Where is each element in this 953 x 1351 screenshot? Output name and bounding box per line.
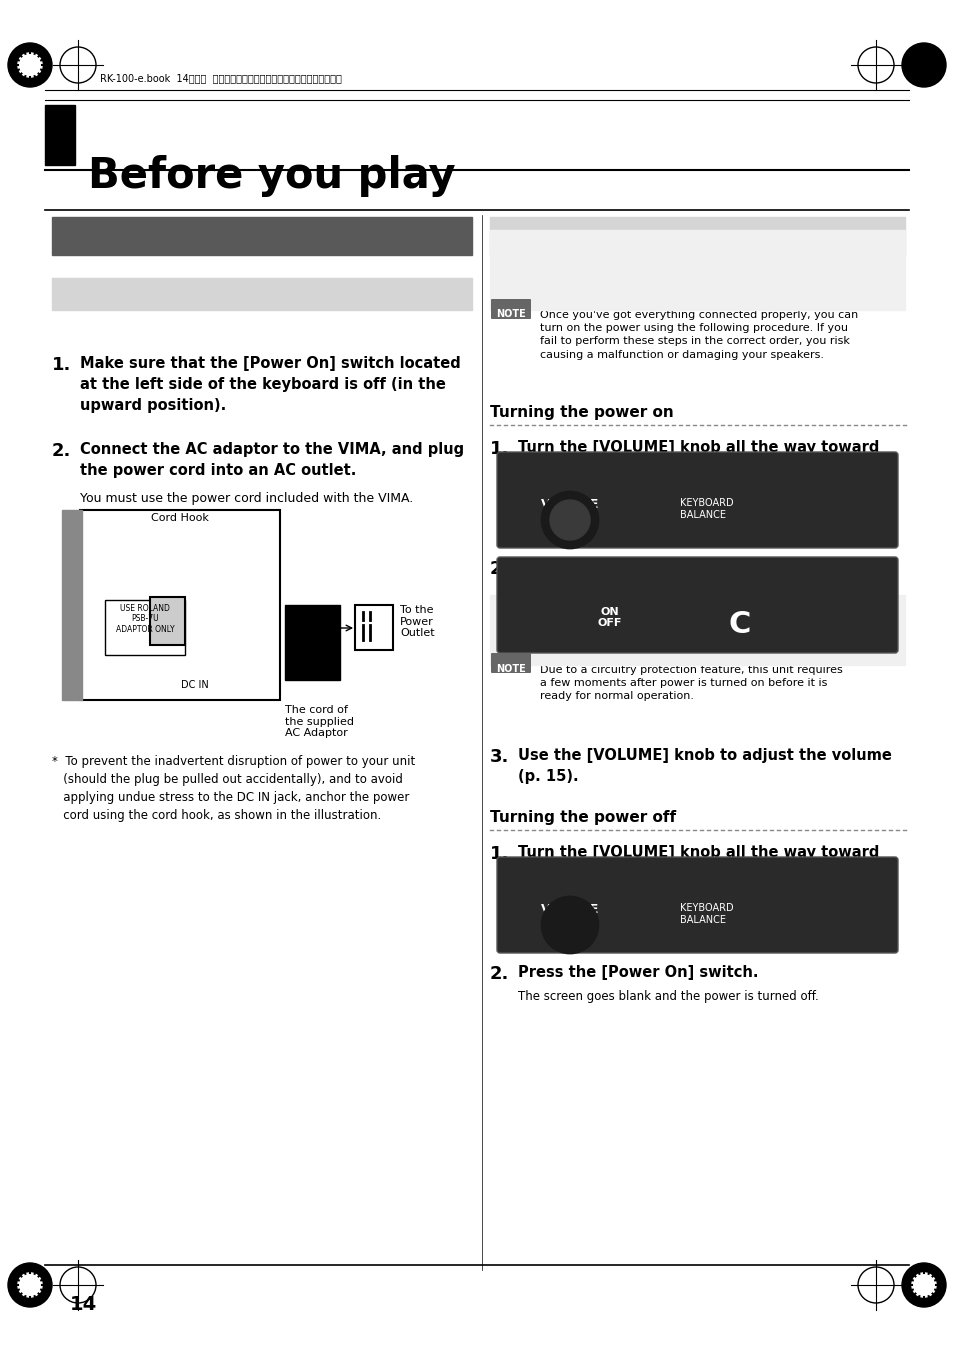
Text: Turn the [VOLUME] knob all the way toward
the left to minimize the volume.: Turn the [VOLUME] knob all the way towar… xyxy=(517,844,879,881)
Bar xyxy=(80,509,280,700)
Text: Before you play: Before you play xyxy=(88,155,456,197)
Text: Connect the AC adaptor to the VIMA, and plug
the power cord into an AC outlet.: Connect the AC adaptor to the VIMA, and … xyxy=(80,442,464,478)
Text: ON: ON xyxy=(600,607,618,617)
Bar xyxy=(355,605,393,650)
Text: USE ROLAND
PSB-7U
ADAPTOR ONLY: USE ROLAND PSB-7U ADAPTOR ONLY xyxy=(115,604,174,634)
Text: *  To prevent the inadvertent disruption of power to your unit
   (should the pl: * To prevent the inadvertent disruption … xyxy=(52,755,415,821)
FancyBboxPatch shape xyxy=(491,653,531,673)
Text: 1.: 1. xyxy=(490,844,509,863)
Circle shape xyxy=(18,53,42,77)
FancyBboxPatch shape xyxy=(497,453,897,549)
Text: 2.: 2. xyxy=(52,442,71,459)
Bar xyxy=(52,218,472,255)
Text: 3.: 3. xyxy=(490,748,509,766)
Text: Due to a circuitry protection feature, this unit requires
a few moments after po: Due to a circuitry protection feature, t… xyxy=(539,665,841,701)
FancyBboxPatch shape xyxy=(497,557,897,653)
Bar xyxy=(490,594,904,665)
Text: 2.: 2. xyxy=(490,965,509,984)
Text: Turning the power off: Turning the power off xyxy=(490,811,676,825)
Circle shape xyxy=(541,492,598,549)
Text: 1.: 1. xyxy=(490,440,509,458)
Text: C: C xyxy=(728,611,750,639)
Circle shape xyxy=(8,1263,52,1306)
Text: VOLUME: VOLUME xyxy=(540,902,598,916)
Text: Press the [Power On] switch.: Press the [Power On] switch. xyxy=(517,561,758,576)
Text: NOTE: NOTE xyxy=(496,663,525,674)
Circle shape xyxy=(911,1273,935,1297)
Circle shape xyxy=(8,43,52,86)
Text: KEYBOARD
BALANCE: KEYBOARD BALANCE xyxy=(679,499,733,520)
Bar xyxy=(490,218,904,255)
Circle shape xyxy=(18,1273,42,1297)
FancyBboxPatch shape xyxy=(497,857,897,952)
Text: Make sure that the [Power On] switch located
at the left side of the keyboard is: Make sure that the [Power On] switch loc… xyxy=(80,357,460,413)
Bar xyxy=(105,600,185,655)
Text: Use the [VOLUME] knob to adjust the volume
(p. 15).: Use the [VOLUME] knob to adjust the volu… xyxy=(517,748,891,784)
Text: To the
Power
Outlet: To the Power Outlet xyxy=(399,605,435,638)
Text: 14: 14 xyxy=(70,1296,97,1315)
Circle shape xyxy=(901,1263,945,1306)
Text: The cord of
the supplied
AC Adaptor: The cord of the supplied AC Adaptor xyxy=(285,705,354,738)
Text: You must use the power cord included with the VIMA.: You must use the power cord included wit… xyxy=(80,492,413,505)
Text: DC IN: DC IN xyxy=(181,680,209,690)
Bar xyxy=(62,509,82,700)
Text: Connecting the power cord: Connecting the power cord xyxy=(60,290,325,309)
Circle shape xyxy=(901,43,945,86)
Circle shape xyxy=(541,897,598,952)
Bar xyxy=(52,278,472,309)
Text: NOTE: NOTE xyxy=(496,309,525,319)
Bar xyxy=(45,105,75,165)
Text: 2.: 2. xyxy=(490,561,509,578)
Text: OFF: OFF xyxy=(598,617,621,628)
Text: Turning the power on: Turning the power on xyxy=(490,405,673,420)
Text: KEYBOARD
BALANCE: KEYBOARD BALANCE xyxy=(679,902,733,924)
Text: Turn the [VOLUME] knob all the way toward
the left to minimize the volume.: Turn the [VOLUME] knob all the way towar… xyxy=(517,440,879,476)
Bar xyxy=(150,597,185,644)
Circle shape xyxy=(550,500,589,540)
Text: Once you've got everything connected properly, you can
turn on the power using t: Once you've got everything connected pro… xyxy=(539,309,858,359)
FancyBboxPatch shape xyxy=(491,299,531,319)
Bar xyxy=(285,605,339,680)
Text: Cord Hook: Cord Hook xyxy=(151,513,209,523)
Text: The screen goes blank and the power is turned off.: The screen goes blank and the power is t… xyxy=(517,990,818,1002)
Text: Press the [Power On] switch.: Press the [Power On] switch. xyxy=(517,965,758,979)
Text: VOLUME: VOLUME xyxy=(540,499,598,511)
Text: RK-100-e.book  14ページ  ２００６年１１月２７日　月曜日　午後６時７分: RK-100-e.book 14ページ ２００６年１１月２７日 月曜日 午後６時… xyxy=(100,73,341,82)
Text: Getting ready to play: Getting ready to play xyxy=(62,232,296,253)
Text: Turning the power on/off: Turning the power on/off xyxy=(497,236,740,254)
Text: 1.: 1. xyxy=(52,357,71,374)
Bar xyxy=(490,230,904,309)
